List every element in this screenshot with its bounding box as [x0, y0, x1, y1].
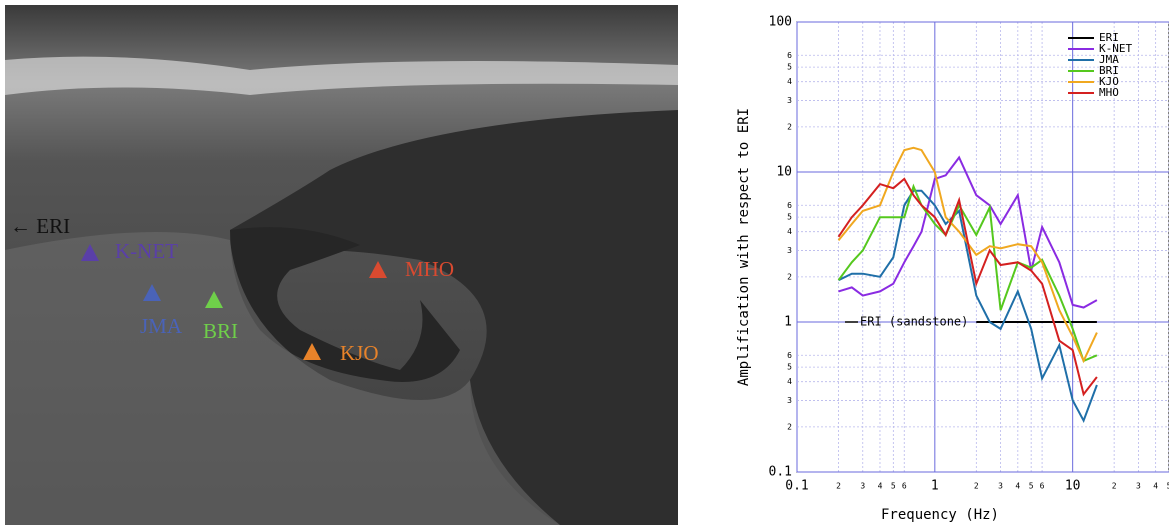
x-axis-label: Frequency (Hz) — [881, 507, 999, 523]
x-tick-label: 2 — [974, 482, 979, 491]
x-tick-label: 4 — [1153, 482, 1158, 491]
aerial-photo — [5, 5, 678, 525]
x-tick-label: 5 — [1029, 482, 1034, 491]
y-tick-label: 5 — [787, 213, 792, 222]
x-tick-label: 4 — [1015, 482, 1020, 491]
y-tick-label: 10 — [776, 165, 792, 180]
x-tick-label: 1 — [931, 479, 939, 494]
y-tick-label: 6 — [787, 201, 792, 210]
x-tick-label: 6 — [1040, 482, 1045, 491]
y-tick-label: 4 — [787, 377, 792, 386]
y-tick-label: 2 — [787, 422, 792, 431]
y-tick-label: 4 — [787, 227, 792, 236]
figure: Frequency (Hz) Amplification with respec… — [0, 0, 1169, 527]
y-tick-label: 6 — [787, 351, 792, 360]
y-tick-label: 2 — [787, 272, 792, 281]
x-tick-label: 4 — [878, 482, 883, 491]
x-tick-label: 0.1 — [785, 479, 808, 494]
station-label: ← ERI — [10, 214, 70, 238]
x-tick-label: 3 — [1136, 482, 1141, 491]
y-tick-label: 6 — [787, 51, 792, 60]
y-tick-label: 3 — [787, 96, 792, 105]
series-line — [839, 179, 1097, 394]
y-tick-label: 1 — [784, 315, 792, 330]
y-tick-label: 3 — [787, 396, 792, 405]
y-tick-label: 3 — [787, 246, 792, 255]
station-label: KJO — [340, 341, 379, 365]
x-tick-label: 3 — [860, 482, 865, 491]
x-tick-label: 3 — [998, 482, 1003, 491]
x-tick-label: 5 — [891, 482, 896, 491]
station-label: MHO — [405, 257, 454, 281]
x-tick-label: 2 — [836, 482, 841, 491]
y-tick-label: 100 — [769, 15, 792, 30]
x-tick-label: 2 — [1112, 482, 1117, 491]
station-label: JMA — [140, 314, 183, 338]
y-tick-label: 5 — [787, 63, 792, 72]
y-axis-label: Amplification with respect to ERI — [736, 108, 752, 386]
annotation: ERI (sandstone) — [860, 315, 968, 329]
y-tick-label: 4 — [787, 77, 792, 86]
x-tick-label: 6 — [902, 482, 907, 491]
station-label: BRI — [203, 319, 238, 343]
y-tick-label: 2 — [787, 122, 792, 131]
station-label: K-NET — [115, 239, 178, 263]
legend-label: MHO — [1099, 86, 1119, 99]
x-tick-label: 10 — [1065, 479, 1081, 494]
series-line — [839, 158, 1097, 308]
y-tick-label: 5 — [787, 363, 792, 372]
y-tick-label: 0.1 — [769, 465, 792, 480]
